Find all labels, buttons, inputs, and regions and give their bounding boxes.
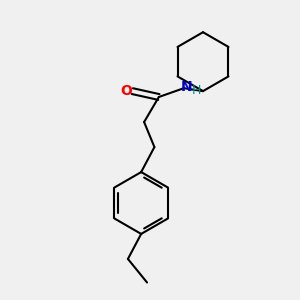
Text: N: N <box>180 80 192 94</box>
Text: O: O <box>121 84 132 98</box>
Text: H: H <box>192 84 201 97</box>
